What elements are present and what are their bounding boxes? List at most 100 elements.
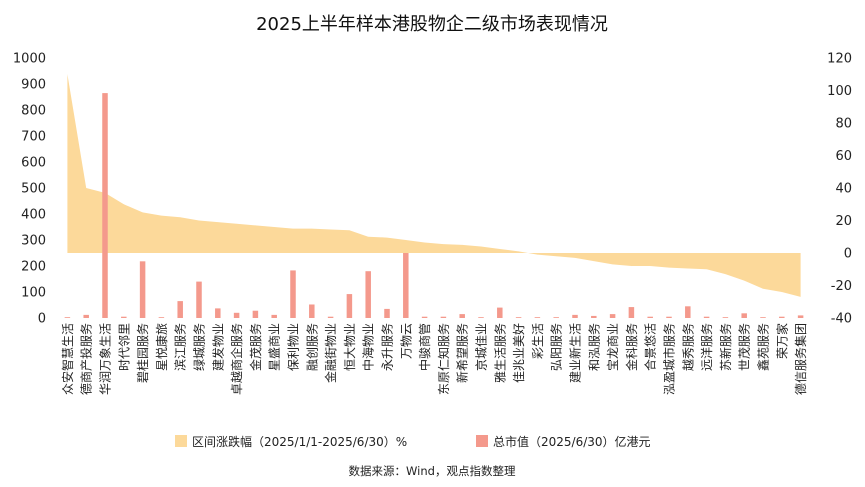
bar-market-cap: [797, 315, 804, 318]
bar-market-cap: [102, 93, 108, 318]
category-label: 宝龙商业: [605, 323, 620, 371]
category-label: 建业新生活: [568, 323, 583, 383]
category-label: 众安智慧生活: [60, 323, 75, 395]
y-right-tick-label: 120: [827, 52, 852, 67]
y-left-tick-label: 0: [38, 312, 46, 327]
category-label: 中骏商管: [417, 323, 432, 371]
bar-market-cap: [83, 314, 89, 318]
bar-market-cap: [233, 312, 240, 318]
bar-market-cap: [553, 317, 559, 318]
bar-market-cap: [252, 310, 259, 318]
bar-market-cap: [158, 317, 165, 318]
category-labels: 众安智慧生活 德商产投服务 华润万象生活 时代邻里 碧桂园服务 星悦康旅 滨江服务 绿城服务建…: [60, 323, 808, 395]
category-label: 德商产投服务: [79, 323, 94, 395]
legend-area-label: 区间涨跌幅（2025/1/1-2025/6/30）%: [192, 434, 407, 449]
category-label: 德信服务集团: [793, 323, 808, 395]
category-label: 永升服务: [380, 323, 395, 371]
y-left-tick-label: 500: [21, 182, 46, 197]
bar-market-cap: [628, 307, 635, 318]
category-label: 鑫苑服务: [756, 323, 771, 371]
category-label: 佳兆业美好: [512, 323, 526, 383]
y-right-tick-label: 40: [835, 182, 852, 197]
legend-bar-label: 总市值（2025/6/30）亿港元: [493, 434, 651, 449]
category-label: 和泓服务: [586, 323, 601, 371]
bar-market-cap: [572, 314, 578, 318]
y-left-tick-label: 400: [21, 208, 46, 223]
category-label: 恒大物业: [343, 323, 357, 371]
area-series-change: [67, 74, 801, 297]
y-right-tick-label: -20: [831, 279, 852, 294]
category-label: 京城佳业: [475, 323, 489, 371]
category-label: 星盛商业: [267, 323, 282, 371]
bar-market-cap: [403, 253, 409, 318]
y-right-tick-label: 80: [835, 117, 852, 132]
category-label: 越秀服务: [680, 323, 695, 371]
bar-market-cap: [647, 316, 653, 318]
source-note: 数据来源：Wind，观点指数整理: [349, 464, 516, 478]
category-label: 绿城服务: [192, 323, 207, 371]
bar-market-cap: [685, 306, 691, 318]
category-label: 建发物业: [210, 323, 225, 371]
bar-market-cap: [215, 308, 221, 318]
y-right-tick-label: 100: [827, 84, 852, 99]
category-label: 中海物业: [361, 323, 376, 371]
category-label: 滨江服务: [173, 323, 188, 371]
y-right-tick-label: 0: [844, 247, 852, 262]
axis-layer: 0 100 200 300 400 500 600 700 800 900 1000 -40 -20 0 2…: [13, 52, 852, 327]
bar-market-cap: [760, 317, 766, 318]
bar-market-cap: [478, 317, 484, 318]
bar-market-cap: [327, 316, 334, 318]
category-label: 时代邻里: [117, 323, 131, 371]
y-left-tick-label: 1000: [13, 52, 46, 67]
bar-market-cap: [365, 271, 371, 318]
bar-market-cap: [139, 261, 146, 318]
bar-market-cap: [703, 316, 710, 318]
category-label: 融创服务: [304, 323, 319, 371]
category-label: 万物云: [399, 323, 413, 359]
category-label: 荣万家: [774, 323, 789, 359]
bar-market-cap: [271, 314, 277, 318]
category-label: 金茂服务: [248, 323, 263, 371]
bar-market-cap: [609, 314, 616, 318]
category-label: 泓盈城市服务: [662, 323, 677, 395]
category-label: 金科服务: [624, 323, 639, 371]
chart-title: 2025上半年样本港股物企二级市场表现情况: [256, 14, 608, 35]
y-left-tick-label: 200: [21, 260, 46, 275]
category-label: 苏新服务: [718, 323, 733, 371]
y-left-tick-label: 700: [21, 130, 46, 145]
y-right-tick-label: 60: [835, 149, 852, 164]
y-left-tick-label: 600: [21, 156, 46, 171]
bar-market-cap: [497, 307, 503, 318]
area-layer: [67, 74, 801, 297]
category-label: 华润万象生活: [99, 323, 113, 395]
category-label: 碧桂园服务: [135, 323, 150, 383]
y-left-tick-label: 800: [21, 104, 46, 119]
bar-market-cap: [384, 308, 390, 318]
category-label: 彩生活: [531, 323, 545, 359]
bar-market-cap: [196, 281, 202, 318]
bar-market-cap: [515, 317, 522, 318]
bar-market-cap: [346, 294, 353, 318]
y-left-tick-label: 100: [21, 286, 46, 301]
bar-market-cap: [534, 317, 541, 318]
legend-bar-swatch: [476, 435, 488, 447]
category-label: 东原仁知服务: [436, 323, 451, 395]
bar-market-cap: [591, 315, 597, 318]
category-label: 合景悠活: [643, 323, 658, 371]
category-label: 弘阳服务: [549, 323, 564, 371]
legend-area-swatch: [175, 435, 187, 447]
bar-layer: [64, 93, 804, 318]
bar-market-cap: [177, 301, 183, 318]
bar-market-cap: [741, 313, 747, 318]
category-label: 星悦康旅: [154, 323, 169, 371]
y-left-tick-label: 300: [21, 234, 46, 249]
category-label: 卓越商企服务: [229, 323, 244, 395]
bar-market-cap: [722, 317, 729, 318]
bar-market-cap: [421, 316, 428, 318]
category-label: 新希望服务: [455, 323, 470, 383]
bar-market-cap: [459, 314, 465, 318]
category-label: 世茂服务: [737, 323, 752, 371]
y-right-tick-label: 20: [835, 214, 852, 229]
category-label: 远洋服务: [699, 323, 714, 371]
category-label: 保利物业: [287, 323, 301, 371]
